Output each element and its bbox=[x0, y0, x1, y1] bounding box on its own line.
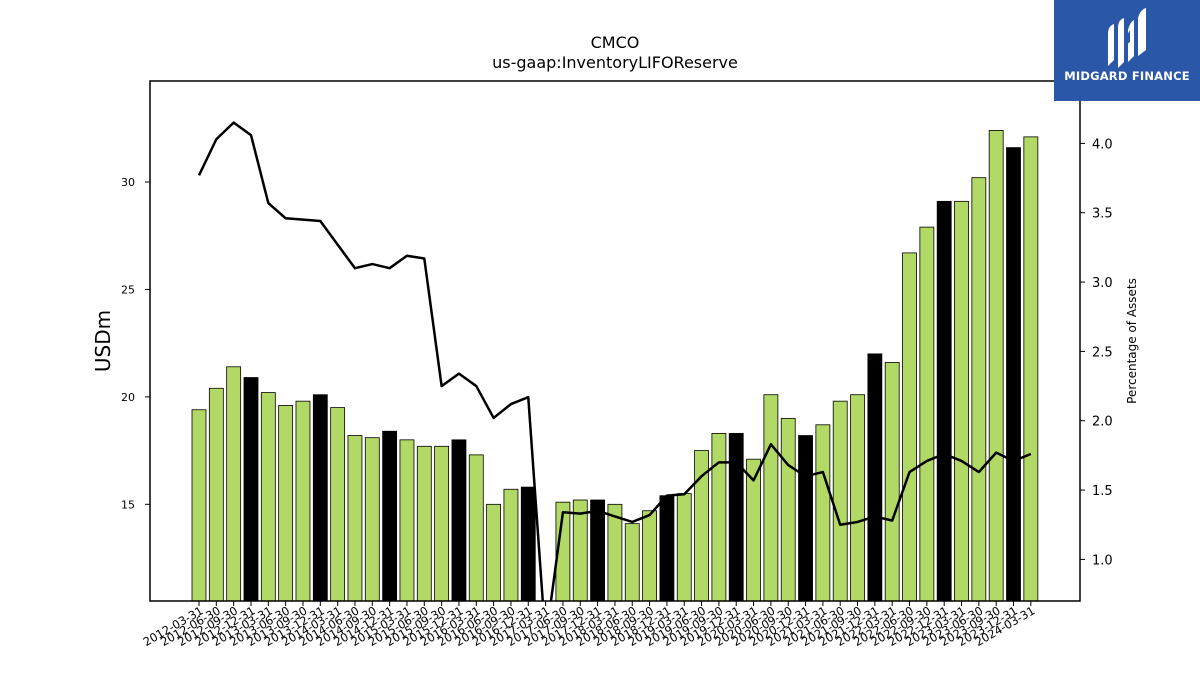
bar bbox=[364, 437, 380, 602]
bar bbox=[902, 252, 917, 602]
y2-tick-label: 1.0 bbox=[1092, 553, 1113, 568]
y2-tick-label: 1.5 bbox=[1092, 484, 1113, 499]
bar bbox=[919, 226, 935, 602]
y-tick-label: 30 bbox=[121, 176, 135, 189]
bar bbox=[399, 439, 415, 602]
bar bbox=[884, 362, 900, 602]
y2-tick-label: 4.0 bbox=[1092, 137, 1113, 152]
y-tick-label: 20 bbox=[121, 391, 135, 404]
midgard-finance-logo: MIDGARD FINANCE bbox=[1054, 0, 1200, 101]
bar bbox=[728, 432, 744, 602]
bar bbox=[798, 435, 813, 602]
bar bbox=[382, 430, 398, 602]
bar bbox=[503, 488, 519, 602]
bar bbox=[468, 454, 484, 602]
bar bbox=[954, 200, 969, 602]
bar bbox=[590, 499, 605, 602]
bar bbox=[763, 394, 779, 602]
bar bbox=[347, 435, 363, 602]
y-tick-label: 25 bbox=[121, 283, 135, 296]
bars-layer bbox=[191, 130, 1039, 602]
bar bbox=[642, 510, 657, 602]
logo-text: MIDGARD FINANCE bbox=[1064, 69, 1190, 83]
bar bbox=[936, 200, 952, 602]
bar bbox=[486, 503, 502, 602]
bar bbox=[971, 177, 987, 602]
y2-tick-label: 3.0 bbox=[1092, 276, 1113, 291]
bar bbox=[191, 409, 207, 602]
y2-tick-label: 3.5 bbox=[1092, 207, 1113, 222]
axes-layer: 152025301.01.52.02.53.03.54.02012-03-312… bbox=[121, 137, 1113, 649]
bar bbox=[711, 432, 727, 602]
y-tick-label: 15 bbox=[121, 498, 135, 511]
bar bbox=[226, 366, 242, 602]
bar bbox=[850, 394, 865, 602]
bar bbox=[330, 407, 346, 602]
y2-tick-label: 2.0 bbox=[1092, 415, 1113, 430]
bar bbox=[867, 353, 883, 602]
bar bbox=[676, 493, 692, 602]
bar bbox=[780, 417, 796, 602]
bar bbox=[208, 387, 224, 602]
bar bbox=[520, 486, 536, 602]
bar bbox=[1023, 136, 1039, 602]
y2-tick-label: 2.5 bbox=[1092, 345, 1113, 360]
plot-frame bbox=[149, 80, 1081, 602]
bar bbox=[572, 499, 588, 602]
chart-subtitle: us-gaap:InventoryLIFOReserve bbox=[492, 53, 738, 72]
line-layer bbox=[197, 121, 1032, 601]
bar bbox=[815, 424, 831, 602]
bar bbox=[434, 445, 450, 602]
bar bbox=[1006, 147, 1021, 602]
y2-axis-label: Percentage of Assets bbox=[1125, 278, 1139, 404]
bar bbox=[832, 400, 848, 602]
bar bbox=[416, 445, 432, 602]
bar bbox=[659, 495, 675, 602]
chart-title: CMCO bbox=[591, 33, 640, 52]
bar bbox=[624, 523, 640, 602]
bar bbox=[451, 439, 467, 602]
percentage-line bbox=[197, 121, 1032, 601]
bar bbox=[243, 377, 259, 602]
bar bbox=[278, 405, 294, 602]
bar bbox=[988, 130, 1004, 602]
y-axis-label: USDm bbox=[91, 310, 115, 372]
bar bbox=[312, 394, 328, 602]
bar bbox=[260, 392, 276, 602]
midgard-logo-mark-icon bbox=[1108, 8, 1146, 68]
bar bbox=[295, 400, 311, 602]
